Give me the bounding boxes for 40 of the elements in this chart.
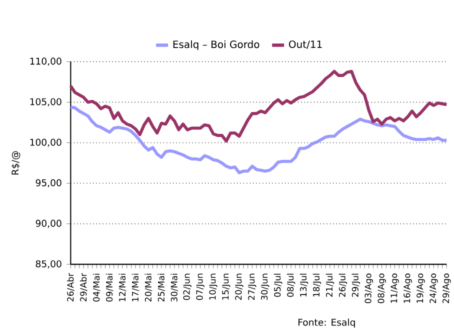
x-tick-label: 15/Jun <box>222 274 230 300</box>
x-tick-label: 16/Ago <box>404 274 412 303</box>
y-tick-label: 105,00 <box>30 98 62 106</box>
y-tick-label: 85,00 <box>36 260 62 268</box>
x-tick-label: 21/Jul <box>326 274 334 297</box>
x-tick-label: 17/Mai <box>132 274 140 302</box>
source-note: Fonte: Esalq <box>298 318 355 328</box>
legend-label: Esalq – Boi Gordo <box>173 40 260 50</box>
x-tick-label: 02/Jun <box>183 274 192 300</box>
x-tick-label: 10/Jun <box>209 274 218 300</box>
x-tick-label: 20/Mai <box>144 274 152 302</box>
x-tick-label: 27/Jun <box>248 274 256 300</box>
x-tick-label: 30/Mai <box>170 274 178 302</box>
x-tick-label: 08/Ago <box>378 274 386 304</box>
x-tick-label: 29/Abr <box>80 273 88 302</box>
x-tick-label: 11/Ago <box>390 274 399 303</box>
x-tick-label: 30/Jun <box>261 274 270 300</box>
x-tick-label: 07/Jun <box>196 274 204 300</box>
x-tick-label: 05/Jul <box>274 274 282 297</box>
y-tick-label: 100,00 <box>30 138 62 147</box>
x-tick-label: 29/Ago <box>442 274 451 304</box>
x-tick-label: 26/Jul <box>338 274 348 297</box>
x-tick-label: 25/Mai <box>158 274 166 302</box>
y-tick-label: 95,00 <box>36 179 62 188</box>
x-tick-label: 19/Ago <box>416 274 425 303</box>
x-tick-label: 29/Jul <box>352 274 360 297</box>
x-tick-label: 12/Mai <box>118 274 126 302</box>
x-tick-label: 26/Abr <box>66 273 74 302</box>
legend-label: Out/11 <box>288 40 322 49</box>
y-axis-title: R$/@ <box>11 151 20 175</box>
y-tick-label: 90,00 <box>36 220 62 228</box>
x-tick-label: 13/Jul <box>300 274 308 296</box>
x-tick-label: 09/Mai <box>106 274 114 302</box>
x-tick-label: 20/Jun <box>235 274 244 300</box>
y-tick-label: 110,00 <box>30 58 62 66</box>
x-tick-label: 04/Mai <box>92 274 100 302</box>
x-tick-label: 18/Jul <box>312 274 322 296</box>
x-tick-label: 24/Ago <box>430 274 438 304</box>
x-tick-label: 03/Ago <box>364 274 373 304</box>
x-tick-label: 08/Jul <box>286 274 296 297</box>
